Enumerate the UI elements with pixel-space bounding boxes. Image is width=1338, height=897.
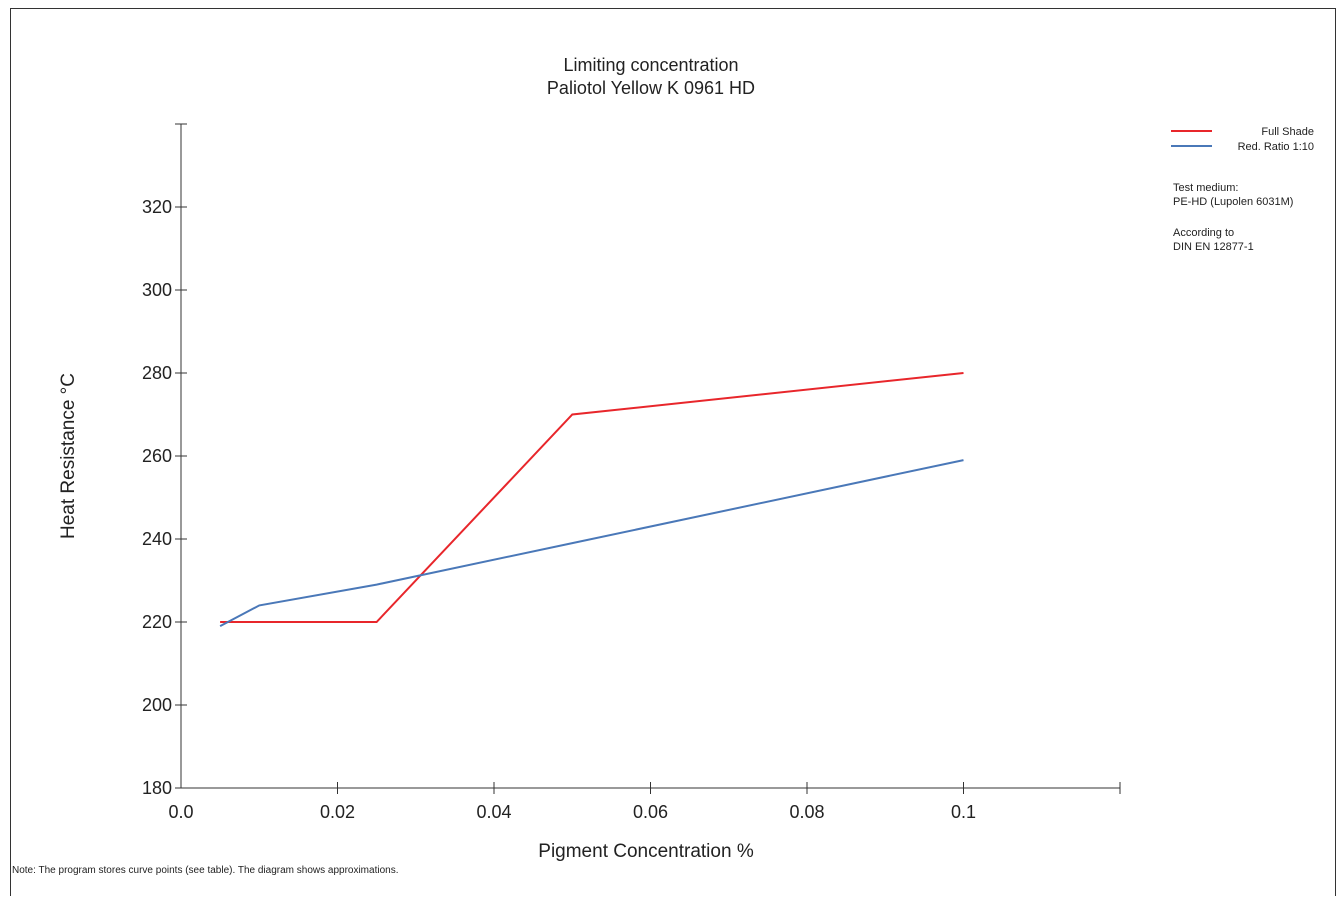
y-axis-label: Heat Resistance °C	[58, 373, 79, 539]
chart-subtitle: Paliotol Yellow K 0961 HD	[547, 78, 755, 98]
x-axis-label: Pigment Concentration %	[538, 841, 754, 862]
y-tick-label: 300	[142, 280, 172, 300]
series-line-1	[220, 373, 963, 622]
x-tick-label: 0.04	[476, 802, 511, 822]
x-tick-label: 0.08	[789, 802, 824, 822]
test-medium-value: PE-HD (Lupolen 6031M)	[1173, 196, 1293, 208]
legend-label: Red. Ratio 1:10	[1238, 141, 1314, 153]
x-tick-label: 0.1	[951, 802, 976, 822]
x-tick-label: 0.0	[168, 802, 193, 822]
y-tick-label: 240	[142, 529, 172, 549]
y-tick-label: 260	[142, 446, 172, 466]
standard-label: According to	[1173, 227, 1234, 239]
y-tick-label: 200	[142, 695, 172, 715]
series-line-2	[220, 460, 963, 626]
series-layer	[220, 373, 963, 626]
chart-title: Limiting concentration	[563, 55, 738, 75]
x-tick-label: 0.02	[320, 802, 355, 822]
y-tick-label: 320	[142, 197, 172, 217]
legend: Full Shade Red. Ratio 1:10	[1171, 126, 1314, 153]
legend-label: Full Shade	[1261, 126, 1314, 138]
y-tick-label: 180	[142, 778, 172, 798]
footnote: Note: The program stores curve points (s…	[12, 865, 398, 876]
y-tick-label: 220	[142, 612, 172, 632]
y-tick-label: 280	[142, 363, 172, 383]
test-medium-label: Test medium:	[1173, 182, 1238, 194]
axes: 180 200 220 240 260 280 300 320 0.0 0.02 0.04 0.06 0…	[142, 124, 1120, 822]
standard-value: DIN EN 12877-1	[1173, 241, 1254, 253]
x-tick-label: 0.06	[633, 802, 668, 822]
